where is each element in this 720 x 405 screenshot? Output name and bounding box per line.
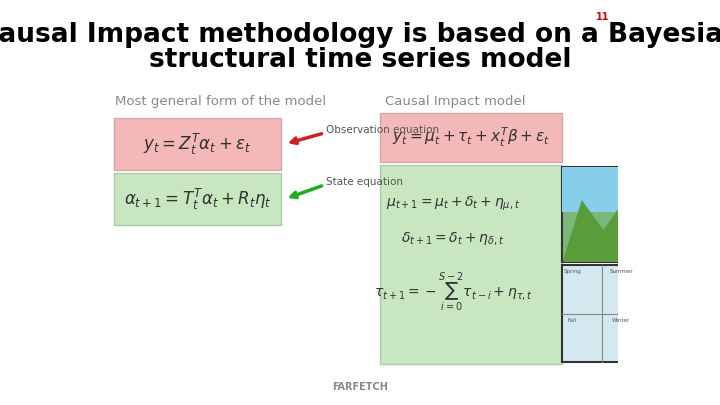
Text: Causal Impact methodology is based on a Bayesian: Causal Impact methodology is based on a … bbox=[0, 22, 720, 48]
Text: State equation: State equation bbox=[326, 177, 403, 187]
Text: Fall: Fall bbox=[568, 318, 577, 322]
Text: Causal Impact model: Causal Impact model bbox=[385, 95, 526, 108]
Polygon shape bbox=[562, 200, 642, 262]
Text: Summer: Summer bbox=[609, 269, 633, 274]
FancyBboxPatch shape bbox=[114, 118, 282, 170]
Text: 11: 11 bbox=[595, 12, 609, 22]
Text: FARFETCH: FARFETCH bbox=[332, 382, 388, 392]
Text: $\alpha_{t+1} = T_t^T \alpha_t + R_t \eta_t$: $\alpha_{t+1} = T_t^T \alpha_t + R_t \et… bbox=[124, 186, 271, 211]
Text: Most general form of the model: Most general form of the model bbox=[115, 95, 326, 108]
Bar bbox=[562, 265, 642, 362]
FancyBboxPatch shape bbox=[380, 113, 562, 162]
FancyBboxPatch shape bbox=[380, 165, 562, 364]
Text: $\delta_{t+1} = \delta_t + \eta_{\delta,t}$: $\delta_{t+1} = \delta_t + \eta_{\delta,… bbox=[401, 230, 505, 247]
FancyBboxPatch shape bbox=[114, 173, 282, 225]
Text: $\tau_{t+1} = -\sum_{i=0}^{S-2} \tau_{t-i} + \eta_{\tau,t}$: $\tau_{t+1} = -\sum_{i=0}^{S-2} \tau_{t-… bbox=[374, 270, 533, 314]
Text: Spring: Spring bbox=[564, 269, 581, 274]
Text: Winter: Winter bbox=[612, 318, 630, 322]
Text: structural time series model: structural time series model bbox=[149, 47, 571, 73]
Bar bbox=[562, 167, 642, 262]
Text: $\mu_{t+1} = \mu_t + \delta_t + \eta_{\mu,t}$: $\mu_{t+1} = \mu_t + \delta_t + \eta_{\m… bbox=[386, 195, 520, 213]
Bar bbox=[562, 167, 642, 212]
Text: $y_t = \mu_t + \tau_t + x_t^T \beta + \varepsilon_t$: $y_t = \mu_t + \tau_t + x_t^T \beta + \v… bbox=[392, 126, 550, 149]
Text: Observation equation: Observation equation bbox=[326, 125, 439, 135]
Text: $y_t = Z_t^T \alpha_t + \varepsilon_t$: $y_t = Z_t^T \alpha_t + \varepsilon_t$ bbox=[143, 132, 252, 157]
